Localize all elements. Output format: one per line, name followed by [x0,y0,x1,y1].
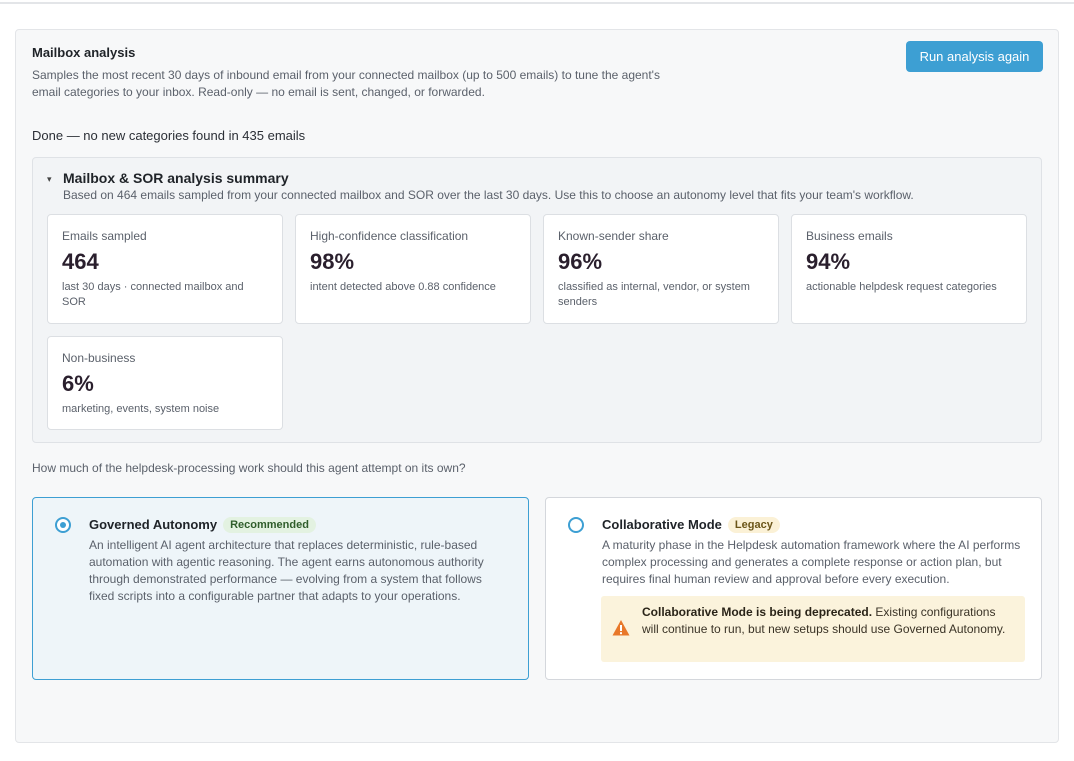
mailbox-analysis-panel: Mailbox analysis Samples the most recent… [15,29,1059,743]
summary-title: Mailbox & SOR analysis summary [63,170,289,186]
panel-description: Samples the most recent 30 days of inbou… [32,68,660,99]
analysis-summary: ▾ Mailbox & SOR analysis summary Based o… [32,157,1042,443]
stat-value: 98% [310,249,355,274]
warning-bold-text: Collaborative Mode is being deprecated. [642,605,873,619]
option-title: Governed Autonomy Recommended [89,517,316,533]
option-title-text: Governed Autonomy [89,517,218,532]
stat-note: intent detected above 0.88 confidence [310,281,496,293]
collapse-toggle-icon[interactable]: ▾ [47,174,52,184]
run-analysis-button[interactable]: Run analysis again [906,41,1043,72]
autonomy-question: How much of the helpdesk-processing work… [32,461,466,475]
option-title-text: Collaborative Mode [602,517,722,532]
deprecation-warning: Collaborative Mode is being deprecated. … [601,596,1025,662]
stat-card-business-emails: Business emails 94% actionable helpdesk … [791,214,1027,324]
option-description: An intelligent AI agent architecture tha… [89,538,484,603]
stat-value: 6% [62,371,94,396]
stat-label: Non-business [62,351,136,365]
recommended-badge: Recommended [223,517,316,533]
option-description: A maturity phase in the Helpdesk automat… [602,538,1021,586]
stat-note: classified as internal, vendor, or syste… [558,281,750,308]
stat-value: 96% [558,249,603,274]
stat-label: Business emails [806,229,893,243]
radio-collaborative-mode[interactable] [568,517,584,533]
stat-card-non-business: Non-business 6% marketing, events, syste… [47,336,283,430]
option-title: Collaborative Mode Legacy [602,517,780,533]
warning-triangle-icon [612,620,630,636]
stat-note: marketing, events, system noise [62,403,220,415]
legacy-badge: Legacy [727,517,780,533]
analysis-status: Done — no new categories found in 435 em… [32,128,306,143]
radio-governed-autonomy[interactable] [55,517,71,533]
option-collaborative-mode[interactable]: Collaborative Mode Legacy A maturity phas… [545,497,1042,680]
top-divider [0,0,1074,4]
radio-selected-dot [60,522,66,528]
panel-title: Mailbox analysis [32,45,136,60]
stat-card-known-sender: Known-sender share 96% classified as int… [543,214,779,324]
stat-card-high-confidence: High-confidence classification 98% inten… [295,214,531,324]
summary-subtitle: Based on 464 emails sampled from your co… [63,188,914,202]
warning-body-text: Existing configurations will continue to… [642,605,1006,636]
stat-note: actionable helpdesk request categories [806,281,997,293]
stat-value: 94% [806,249,851,274]
stat-label: Known-sender share [558,229,669,243]
stat-card-emails-sampled: Emails sampled 464 last 30 days · connec… [47,214,283,324]
stat-label: High-confidence classification [310,229,469,243]
stat-label: Emails sampled [62,229,147,243]
option-governed-autonomy[interactable]: Governed Autonomy Recommended An intellig… [32,497,529,680]
warning-text: Collaborative Mode is being deprecated. … [642,604,1012,638]
stat-value: 464 [62,249,99,274]
stat-note: last 30 days · connected mailbox and SOR [62,281,244,308]
